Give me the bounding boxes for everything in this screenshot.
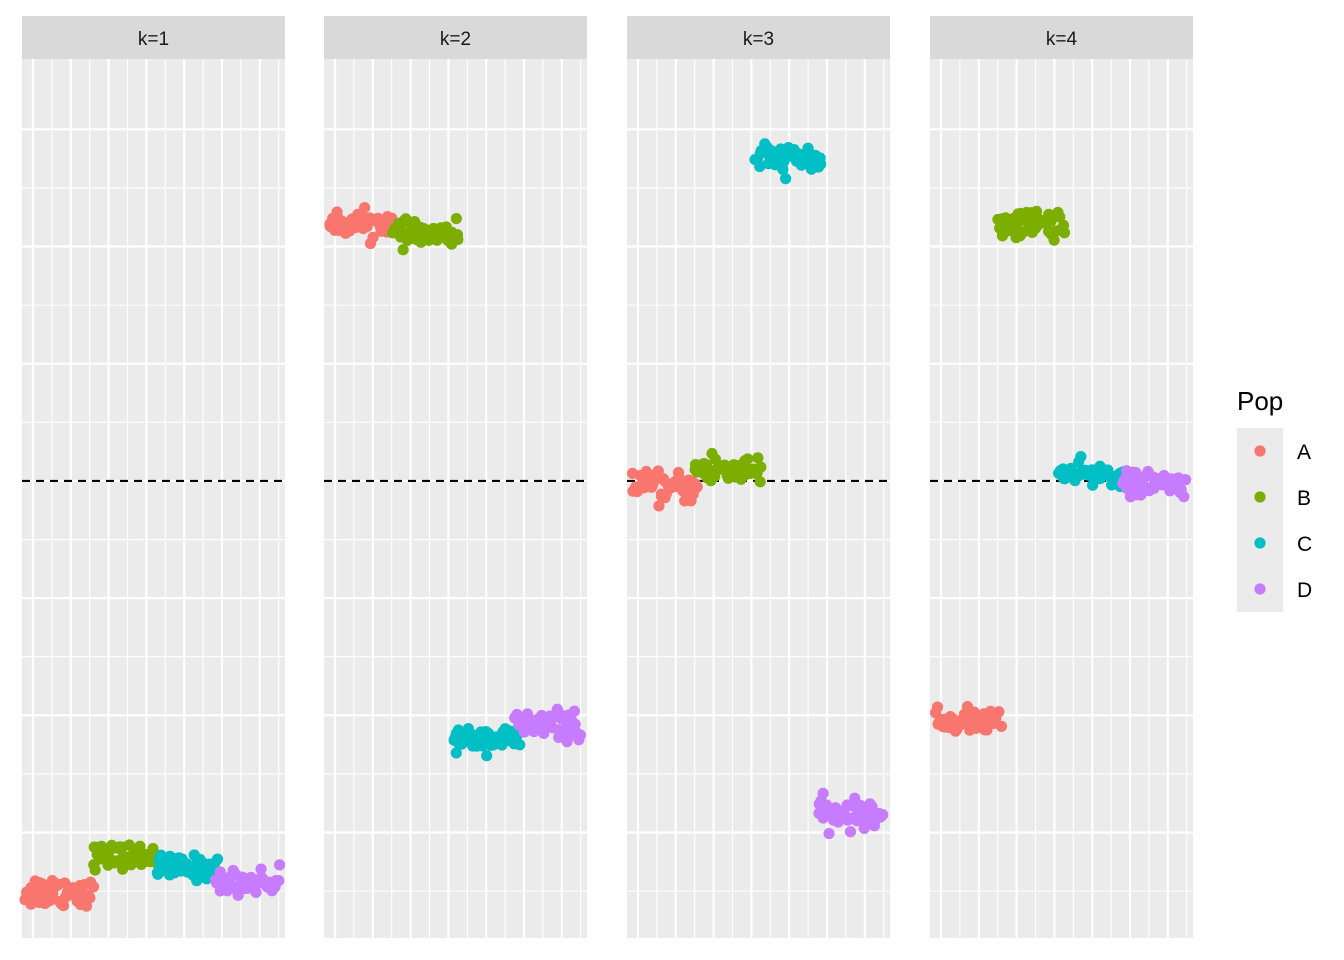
data-point-D — [568, 705, 580, 717]
data-point-A — [367, 231, 379, 243]
data-point-C — [754, 160, 766, 173]
data-point-D — [817, 787, 829, 799]
data-point-B — [397, 244, 409, 256]
facet-strip-label: k=4 — [1046, 29, 1078, 50]
facet-k3: k=3 — [626, 16, 890, 938]
data-point-A — [653, 500, 665, 512]
data-point-C — [481, 750, 493, 762]
facet-k2: k=2 — [324, 16, 587, 938]
facet-strip-label: k=3 — [743, 29, 774, 50]
data-point-D — [1178, 491, 1190, 503]
data-point-D — [574, 729, 586, 741]
data-point-A — [691, 481, 703, 493]
data-point-C — [780, 173, 792, 185]
legend-label-A: A — [1297, 441, 1311, 464]
data-point-D — [255, 863, 267, 875]
data-point-D — [844, 826, 857, 838]
facet-k1: k=1 — [19, 16, 286, 938]
data-point-C — [815, 158, 827, 170]
points-group — [19, 839, 286, 912]
data-point-C — [211, 853, 224, 865]
points-group — [930, 205, 1192, 737]
data-point-D — [1130, 466, 1142, 479]
legend-key-C — [1254, 537, 1266, 549]
data-point-B — [742, 453, 754, 465]
data-point-B — [125, 859, 137, 871]
facet-k4: k=4 — [930, 16, 1193, 938]
facet-strip-label: k=2 — [440, 29, 471, 50]
legend-key-background — [1237, 428, 1283, 612]
legend-label-C: C — [1297, 533, 1312, 556]
data-point-D — [823, 827, 835, 840]
data-point-A — [993, 706, 1005, 718]
facet-strip-label: k=1 — [138, 29, 169, 50]
data-point-D — [250, 886, 262, 899]
facet-strip — [22, 16, 285, 59]
data-point-A — [84, 892, 96, 904]
legend-title: Pop — [1237, 386, 1283, 416]
facet-panels: k=1 k=2 k=3 k=4 — [19, 16, 1193, 938]
data-point-B — [89, 864, 101, 876]
data-point-A — [359, 201, 371, 214]
data-point-A — [995, 720, 1008, 732]
data-point-D — [868, 820, 881, 832]
legend-label-D: D — [1297, 579, 1312, 602]
data-point-B — [451, 229, 464, 241]
legend-key-B — [1254, 491, 1266, 503]
points-group — [324, 201, 586, 762]
points-group — [626, 138, 889, 840]
data-point-B — [1058, 227, 1071, 239]
facet-strip — [324, 16, 587, 59]
data-point-D — [273, 859, 286, 871]
data-point-A — [87, 881, 100, 893]
facet-strip — [627, 16, 890, 59]
legend-key-A — [1254, 445, 1266, 457]
panel-background — [930, 59, 1193, 938]
data-point-C — [450, 747, 462, 759]
data-point-D — [538, 727, 550, 740]
data-point-B — [709, 453, 721, 465]
data-point-B — [755, 461, 767, 473]
panel-background — [324, 59, 587, 938]
legend-key-D — [1254, 583, 1266, 595]
data-point-B — [752, 452, 764, 464]
data-point-B — [754, 476, 766, 488]
data-point-B — [1054, 211, 1066, 223]
data-point-D — [877, 809, 889, 821]
data-point-B — [450, 212, 462, 225]
data-point-D — [569, 718, 581, 730]
data-point-A — [931, 701, 944, 713]
panel-background — [22, 59, 285, 938]
data-point-A — [57, 900, 70, 912]
facet-strip — [930, 16, 1193, 59]
data-point-D — [273, 874, 285, 887]
legend-label-B: B — [1297, 487, 1311, 510]
data-point-D — [854, 799, 866, 811]
data-point-C — [1075, 450, 1087, 463]
data-point-C — [514, 739, 526, 751]
data-point-D — [1180, 474, 1192, 486]
data-point-B — [117, 863, 129, 875]
